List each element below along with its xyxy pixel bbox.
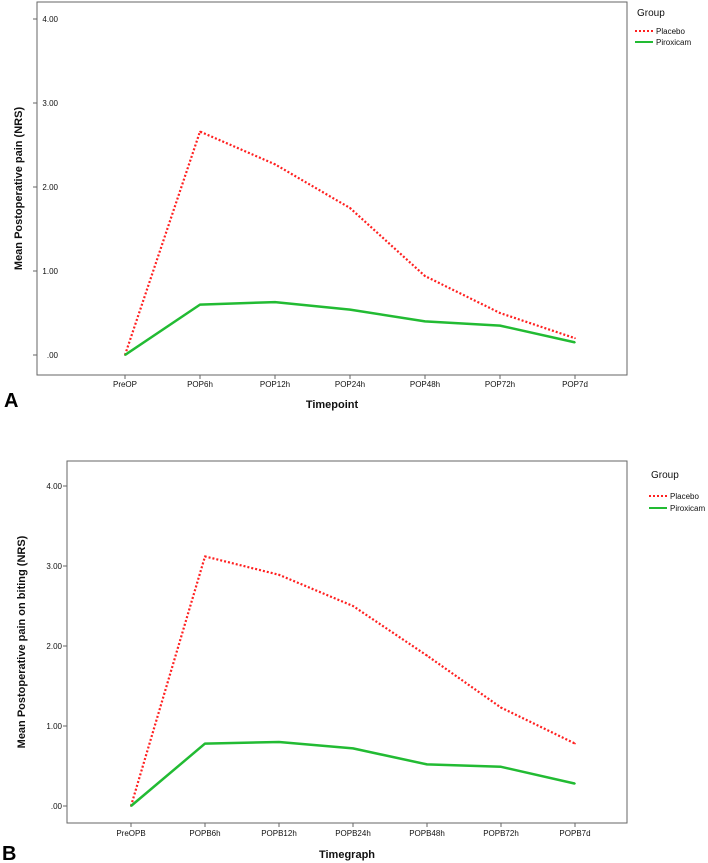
- panel-label: B: [2, 843, 16, 863]
- y-tick-label: 2.00: [46, 642, 62, 651]
- x-tick-label: POP72h: [485, 380, 515, 389]
- legend-label-placebo: Placebo: [656, 27, 685, 36]
- data-point-piroxicam: [199, 303, 201, 306]
- data-point-placebo: [199, 130, 201, 133]
- x-tick-label: POP6h: [187, 380, 213, 389]
- x-axis-title: Timegraph: [319, 849, 375, 861]
- data-point-placebo: [574, 337, 576, 340]
- data-point-placebo: [500, 706, 502, 709]
- y-axis-title: Mean Postoperative pain on biting (NRS): [16, 535, 28, 748]
- panel-label: A: [4, 390, 18, 412]
- data-point-piroxicam: [204, 742, 206, 745]
- y-tick-label: 1.00: [46, 722, 62, 731]
- data-point-placebo: [352, 605, 354, 607]
- data-point-placebo: [574, 742, 576, 745]
- data-point-piroxicam: [574, 782, 576, 785]
- data-point-placebo: [274, 163, 276, 166]
- data-point-piroxicam: [499, 324, 501, 327]
- legend-label-piroxicam: Piroxicam: [670, 504, 705, 513]
- x-tick-label: POPB24h: [335, 829, 371, 838]
- data-point-piroxicam: [426, 763, 428, 766]
- data-point-piroxicam: [349, 308, 351, 311]
- x-tick-label: POPB72h: [483, 829, 519, 838]
- chart-panel-A: .00 1.00 2.00 3.00 4.00 PreOP POP6h POP12h POP24…: [4, 1, 691, 412]
- y-tick-label: 1.00: [42, 267, 58, 276]
- legend-title: Group: [637, 8, 665, 19]
- data-point-placebo: [424, 275, 426, 277]
- data-point-piroxicam: [424, 320, 426, 323]
- data-point-piroxicam: [130, 805, 132, 807]
- x-tick-label: PreOPB: [116, 829, 145, 838]
- data-point-placebo: [204, 555, 206, 558]
- legend-title: Group: [651, 470, 679, 481]
- data-point-placebo: [499, 312, 501, 314]
- data-point-piroxicam: [500, 766, 502, 768]
- legend-label-piroxicam: Piroxicam: [656, 38, 691, 47]
- x-tick-label: POP48h: [410, 380, 440, 389]
- x-tick-label: PreOP: [113, 380, 137, 389]
- y-tick-label: .00: [47, 351, 59, 360]
- y-tick-label: 3.00: [46, 562, 62, 571]
- x-tick-label: POP12h: [260, 380, 290, 389]
- data-point-piroxicam: [574, 341, 576, 344]
- y-axis-title: Mean Postoperative pain (NRS): [13, 107, 25, 271]
- x-axis-title: Timepoint: [306, 399, 359, 411]
- x-tick-label: POP7d: [562, 380, 588, 389]
- plot-frame: [36, 1, 628, 376]
- data-point-placebo: [278, 574, 280, 576]
- series-line-piroxicam: [130, 740, 576, 807]
- x-tick-label: POPB6h: [189, 829, 220, 838]
- data-point-placebo: [349, 207, 351, 209]
- x-tick-label: POPB48h: [409, 829, 445, 838]
- data-point-placebo: [426, 654, 428, 657]
- y-tick-label: 3.00: [42, 99, 58, 108]
- x-tick-label: POPB12h: [261, 829, 297, 838]
- y-tick-label: 4.00: [46, 482, 62, 491]
- y-tick-label: 4.00: [42, 15, 58, 24]
- y-tick-label: 2.00: [42, 183, 58, 192]
- x-tick-label: POP24h: [335, 380, 365, 389]
- x-tick-label: POPB7d: [559, 829, 590, 838]
- data-point-piroxicam: [278, 741, 280, 743]
- chart-panel-B: .00 1.00 2.00 3.00 4.00 PreOPB POPB6h POPB12h PO…: [2, 460, 705, 863]
- legend-label-placebo: Placebo: [670, 492, 699, 501]
- y-tick-label: .00: [51, 802, 63, 811]
- data-point-piroxicam: [274, 301, 276, 303]
- data-point-piroxicam: [352, 747, 354, 750]
- legend: Group Placebo Piroxicam: [635, 8, 691, 47]
- legend: Group Placebo Piroxicam: [649, 470, 705, 513]
- plot-frame: [66, 460, 628, 824]
- data-point-piroxicam: [124, 354, 126, 356]
- series-line-placebo: [123, 130, 576, 356]
